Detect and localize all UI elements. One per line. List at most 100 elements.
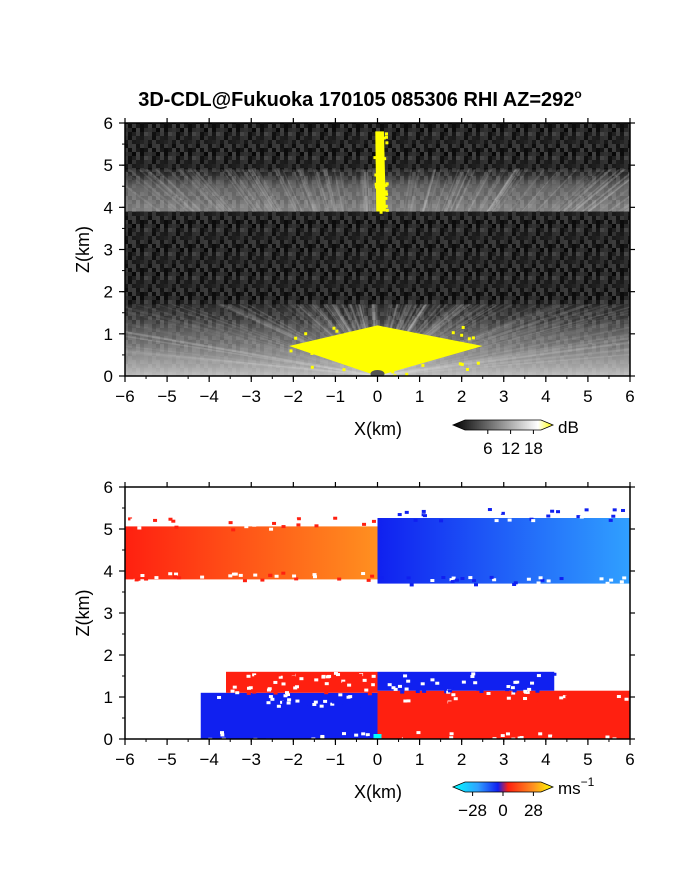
velocity-edge-pixel (449, 736, 454, 739)
velocity-edge-pixel (442, 509, 447, 513)
velocity-edge-pixel (409, 736, 414, 739)
reflectivity-strong-pixel (451, 331, 455, 335)
velocity-x-axis-label: X(km) (354, 782, 402, 802)
reflectivity-ray (125, 252, 378, 376)
velocity-x-tick-label: 0 (373, 750, 382, 769)
velocity-edge-pixel (527, 687, 532, 691)
velocity-edge-pixel (252, 673, 257, 677)
velocity-edge-pixel (605, 735, 610, 739)
velocity-edge-pixel (283, 694, 288, 698)
velocity-x-tick-label: −5 (157, 750, 176, 769)
reflectivity-strong-pixel (376, 193, 380, 197)
velocity-edge-pixel (230, 689, 235, 693)
reflectivity-ray (377, 289, 630, 376)
velocity-region (377, 690, 630, 739)
reflectivity-strong-pixel (384, 135, 388, 139)
velocity-edge-pixel (422, 514, 427, 518)
reflectivity-y-tick-label: 4 (104, 198, 113, 217)
velocity-edge-pixel (314, 524, 319, 528)
velocity-x-tick-label: 3 (499, 750, 508, 769)
velocity-edge-pixel (282, 686, 287, 690)
reflectivity-strong-pixel (377, 140, 381, 144)
velocity-edge-pixel (453, 697, 458, 701)
velocity-edge-pixel (536, 674, 541, 678)
velocity-edge-pixel (136, 577, 141, 581)
velocity-edge-pixel (347, 733, 352, 737)
reflectivity-y-tick-label: 0 (104, 367, 113, 386)
velocity-edge-pixel (349, 737, 354, 739)
reflectivity-strong-pixel (467, 337, 471, 341)
reflectivity-strong-pixel (416, 339, 420, 343)
velocity-edge-pixel (312, 702, 317, 706)
velocity-edge-pixel (278, 675, 283, 679)
velocity-edge-pixel (470, 674, 475, 678)
velocity-edge-pixel (506, 685, 511, 689)
velocity-edge-pixel (552, 735, 557, 739)
velocity-x-tick-label: −4 (199, 750, 218, 769)
velocity-y-tick-label: 3 (104, 604, 113, 623)
velocity-edge-pixel (335, 734, 340, 738)
reflectivity-strong-pixel (394, 334, 398, 338)
reflectivity-strong-pixel (379, 210, 383, 214)
reflectivity-strong-pixel (350, 339, 354, 343)
velocity-edge-pixel (579, 515, 584, 519)
reflectivity-ray (125, 148, 378, 376)
velocity-edge-pixel (341, 679, 346, 683)
velocity-edge-pixel (338, 702, 343, 706)
velocity-x-tick-label: −2 (284, 750, 303, 769)
reflectivity-ray (377, 138, 630, 376)
velocity-y-tick-label: 6 (104, 478, 113, 497)
velocity-edge-pixel (321, 675, 326, 679)
reflectivity-ray (376, 186, 630, 376)
velocity-edge-pixel (200, 575, 205, 579)
velocity-edge-pixel (286, 701, 291, 705)
velocity-edge-pixel (238, 573, 243, 577)
reflectivity-ray (125, 335, 378, 376)
reflectivity-ray (376, 176, 630, 376)
velocity-edge-pixel (314, 678, 319, 682)
velocity-edge-pixel (324, 696, 329, 700)
velocity-edge-pixel (526, 731, 531, 735)
velocity-edge-pixel (511, 691, 516, 695)
reflectivity-strong-pixel (476, 361, 480, 365)
reflectivity-strong-pixel (304, 332, 308, 336)
velocity-x-tick-label: −3 (242, 750, 261, 769)
velocity-edge-pixel (337, 577, 342, 581)
reflectivity-strong-pixel (379, 188, 383, 192)
reflectivity-ray (377, 309, 630, 376)
reflectivity-strong-pixel (460, 362, 464, 366)
velocity-edge-pixel (530, 681, 535, 685)
velocity-edge-pixel (371, 731, 376, 735)
reflectivity-strong-pixel (342, 368, 346, 372)
velocity-edge-pixel (366, 578, 371, 582)
velocity-edge-pixel (531, 519, 536, 523)
reflectivity-strong-pixel (310, 351, 314, 355)
reflectivity-strong-pixel (391, 370, 395, 374)
velocity-edge-pixel (378, 680, 383, 684)
velocity-edge-pixel (359, 520, 364, 524)
velocity-edge-pixel (490, 731, 495, 735)
velocity-edge-pixel (358, 673, 363, 677)
velocity-edge-pixel (536, 701, 541, 705)
velocity-panel: −6 −5 −4 −3 −2 −1 0 1 2 3 4 5 6 0 1 2 3 4 5 6 X(km) Z(km) ms−1… (73, 478, 635, 820)
velocity-edge-pixel (219, 731, 224, 735)
velocity-edge-pixel (507, 518, 512, 522)
velocity-edge-pixel (342, 732, 347, 736)
velocity-edge-pixel (534, 687, 539, 691)
reflectivity-ray (377, 326, 630, 376)
reflectivity-ray (125, 151, 378, 376)
velocity-edge-pixel (365, 522, 370, 526)
velocity-edge-pixel (360, 704, 365, 708)
reflectivity-ray (377, 337, 630, 376)
velocity-edge-pixel (216, 735, 221, 739)
velocity-edge-pixel (400, 690, 405, 694)
reflectivity-x-tick-label: 1 (415, 387, 424, 406)
reflectivity-x-tick-label: −4 (199, 387, 218, 406)
velocity-edge-pixel (409, 583, 414, 587)
velocity-edge-pixel (319, 704, 324, 708)
reflectivity-strong-pixel (384, 327, 388, 331)
reflectivity-ray (376, 145, 630, 376)
velocity-edge-pixel (612, 737, 617, 739)
velocity-edge-pixel (327, 674, 332, 678)
velocity-edge-pixel (336, 685, 341, 689)
